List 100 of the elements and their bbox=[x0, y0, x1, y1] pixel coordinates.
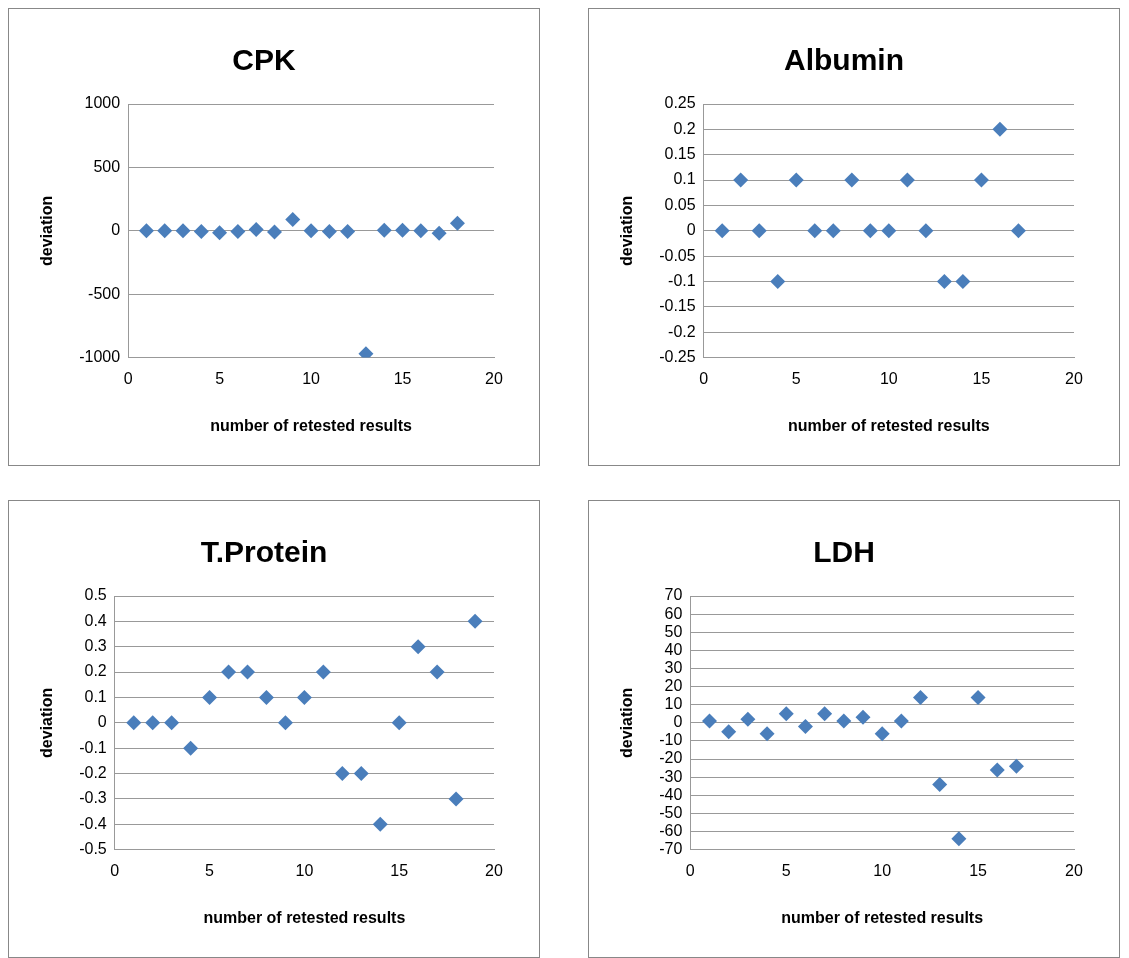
point bbox=[751, 223, 767, 239]
point bbox=[733, 172, 749, 188]
x-axis-title: number of retested results bbox=[203, 908, 406, 926]
point bbox=[702, 713, 718, 729]
point bbox=[353, 766, 369, 782]
point bbox=[449, 215, 465, 231]
chart-title: T.Protein bbox=[200, 535, 328, 569]
point bbox=[973, 172, 989, 188]
point bbox=[881, 223, 897, 239]
point bbox=[955, 274, 971, 290]
y-tick-label: 0.2 bbox=[84, 662, 107, 680]
x-tick-label: 20 bbox=[1065, 861, 1083, 879]
point bbox=[836, 713, 852, 729]
point bbox=[951, 831, 967, 847]
point bbox=[145, 715, 161, 731]
y-axis-title: deviation bbox=[618, 195, 636, 266]
y-tick-label: -40 bbox=[659, 785, 683, 803]
point bbox=[212, 225, 228, 241]
point bbox=[258, 689, 274, 705]
y-tick-label: 1000 bbox=[84, 94, 121, 112]
point bbox=[410, 639, 426, 655]
point bbox=[992, 121, 1008, 137]
point bbox=[372, 816, 388, 832]
x-tick-label: 5 bbox=[791, 369, 801, 387]
point bbox=[825, 223, 841, 239]
point bbox=[164, 715, 180, 731]
y-tick-label: -0.5 bbox=[79, 840, 107, 858]
point bbox=[296, 689, 312, 705]
y-tick-label: -0.1 bbox=[79, 738, 107, 756]
y-tick-label: 30 bbox=[664, 658, 683, 676]
x-axis-title: number of retested results bbox=[210, 416, 413, 434]
point bbox=[315, 664, 331, 680]
point bbox=[778, 706, 794, 722]
point bbox=[913, 689, 929, 705]
point bbox=[817, 706, 833, 722]
y-tick-label: 0.5 bbox=[84, 586, 107, 604]
y-tick-label: -0.4 bbox=[79, 814, 107, 832]
point bbox=[413, 223, 429, 239]
y-tick-label: 0.1 bbox=[673, 170, 696, 188]
point bbox=[714, 223, 730, 239]
point bbox=[248, 222, 264, 238]
y-tick-label: 0.25 bbox=[664, 94, 696, 112]
x-tick-label: 0 bbox=[123, 369, 133, 387]
point bbox=[221, 664, 237, 680]
y-tick-label: -10 bbox=[659, 731, 683, 749]
point bbox=[240, 664, 255, 680]
x-tick-label: 15 bbox=[969, 861, 988, 879]
point bbox=[467, 613, 483, 629]
point bbox=[740, 711, 756, 727]
point bbox=[862, 223, 878, 239]
y-tick-label: -0.05 bbox=[659, 246, 696, 264]
point bbox=[321, 223, 337, 239]
point bbox=[395, 222, 411, 238]
x-tick-label: 10 bbox=[302, 369, 321, 387]
point bbox=[183, 740, 199, 756]
point bbox=[285, 211, 301, 227]
point bbox=[277, 715, 293, 731]
point bbox=[721, 724, 737, 740]
y-tick-label: -20 bbox=[659, 749, 683, 767]
y-tick-label: 0 bbox=[673, 713, 683, 731]
point bbox=[989, 762, 1005, 778]
point bbox=[340, 223, 356, 239]
point bbox=[1008, 758, 1024, 774]
point bbox=[138, 223, 154, 239]
x-tick-label: 20 bbox=[1065, 369, 1083, 387]
point bbox=[157, 223, 173, 239]
x-tick-label: 15 bbox=[390, 861, 409, 879]
point bbox=[391, 715, 407, 731]
y-tick-label: 70 bbox=[664, 586, 683, 604]
x-axis-title: number of retested results bbox=[781, 908, 984, 926]
y-tick-label: 40 bbox=[664, 640, 683, 658]
y-tick-label: 10 bbox=[664, 695, 683, 713]
y-tick-label: 0.1 bbox=[84, 687, 107, 705]
point bbox=[936, 274, 952, 290]
y-tick-label: -0.2 bbox=[79, 763, 107, 781]
y-tick-label: 20 bbox=[664, 676, 683, 694]
x-tick-label: 10 bbox=[879, 369, 898, 387]
x-tick-label: 10 bbox=[873, 861, 892, 879]
y-tick-label: -0.1 bbox=[668, 271, 696, 289]
point bbox=[970, 689, 986, 705]
point bbox=[899, 172, 915, 188]
y-axis-title: deviation bbox=[38, 195, 56, 266]
x-tick-label: 20 bbox=[485, 861, 503, 879]
point bbox=[431, 225, 447, 241]
y-tick-label: 500 bbox=[93, 157, 121, 175]
x-axis-title: number of retested results bbox=[787, 416, 990, 434]
point bbox=[448, 791, 464, 807]
y-tick-label: 60 bbox=[664, 604, 683, 622]
x-tick-label: 15 bbox=[393, 369, 412, 387]
y-tick-label: -0.2 bbox=[668, 322, 696, 340]
point bbox=[230, 223, 246, 239]
point bbox=[175, 223, 191, 239]
point bbox=[788, 172, 804, 188]
y-tick-label: 0.2 bbox=[673, 119, 696, 137]
y-tick-label: -0.3 bbox=[79, 789, 107, 807]
point bbox=[1010, 223, 1026, 239]
y-axis-title: deviation bbox=[618, 687, 636, 758]
y-tick-label: -50 bbox=[659, 803, 683, 821]
y-tick-label: -500 bbox=[88, 284, 121, 302]
chart-title: LDH bbox=[813, 535, 875, 569]
